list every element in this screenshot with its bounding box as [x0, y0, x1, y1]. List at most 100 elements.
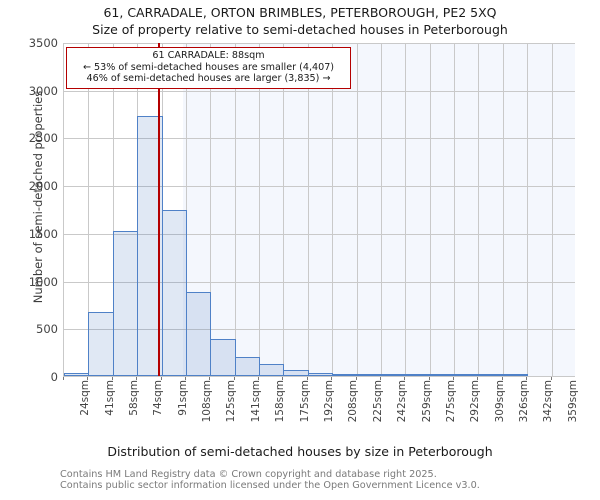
footer-attribution: Contains HM Land Registry data © Crown c…	[60, 469, 590, 491]
gridline-vertical	[502, 43, 504, 376]
gridline-horizontal	[64, 233, 575, 235]
x-axis-tick-label: 41sqm	[103, 380, 116, 416]
plot-area	[63, 43, 575, 377]
chart-title-line-1: 61, CARRADALE, ORTON BRIMBLES, PETERBORO…	[103, 5, 497, 20]
x-axis-tick-labels: 24sqm 41sqm 58sqm 74sqm 91sqm 108sqm 125sqm 141…	[63, 377, 579, 440]
gridline-vertical	[210, 43, 212, 376]
x-axis-tick-mark	[404, 377, 406, 380]
property-marker-line	[157, 43, 160, 376]
x-axis-tick-mark	[379, 377, 381, 380]
x-axis-tick-mark	[331, 377, 333, 380]
footer-line-2: Contains public sector information licen…	[60, 480, 480, 491]
gridline-vertical	[380, 43, 382, 376]
x-axis-tick-label: 292sqm	[469, 380, 482, 423]
y-axis-tick-label: 1000	[28, 274, 58, 289]
x-axis-tick-label: 326sqm	[518, 380, 531, 423]
y-axis-tick-label: 3500	[28, 36, 58, 50]
histogram-bar	[429, 374, 456, 376]
gridline-vertical	[429, 43, 431, 376]
histogram-bar	[185, 292, 212, 376]
x-axis-tick-label: 74sqm	[152, 380, 165, 416]
annotation-larger-text: 46% of semi-detached houses are larger (…	[86, 73, 331, 85]
histogram-bar	[161, 209, 187, 376]
x-axis-tick-label: 175sqm	[298, 380, 311, 423]
gridline-vertical	[478, 43, 480, 376]
gridline-vertical	[259, 43, 261, 376]
histogram-bar	[307, 372, 334, 376]
histogram-bar	[259, 364, 285, 376]
x-axis-tick-mark	[160, 377, 162, 380]
x-axis-tick-label: 192sqm	[323, 380, 335, 423]
x-axis-tick-mark	[355, 377, 357, 380]
x-axis-tick-label: 259sqm	[420, 380, 433, 423]
x-axis-tick-label: 208sqm	[347, 380, 360, 423]
gridline-vertical	[405, 43, 407, 376]
y-axis-tick-label: 500	[36, 322, 58, 337]
gridline-vertical	[527, 43, 529, 376]
annotation-smaller-text: ← 53% of semi-detached houses are smalle…	[82, 61, 335, 73]
y-axis-tick-label: 3000	[28, 83, 58, 98]
y-axis-tick-label: 1500	[28, 226, 58, 241]
chart-title-line-2: Size of property relative to semi-detach…	[92, 22, 508, 37]
gridline-horizontal	[64, 138, 575, 140]
property-annotation-box: 61 CARRADALE: 88sqm ← 53% of semi-detach…	[66, 47, 351, 89]
gridline-horizontal	[64, 90, 575, 92]
x-axis-tick-label: 91sqm	[176, 380, 189, 416]
histogram-bar	[405, 374, 431, 376]
x-axis-tick-label: 24sqm	[79, 380, 92, 416]
x-axis-tick-mark	[428, 377, 430, 380]
histogram-bar	[502, 374, 529, 376]
x-axis-tick-label: 342sqm	[542, 380, 555, 423]
histogram-bar	[88, 311, 114, 376]
x-axis-tick-label: 242sqm	[396, 380, 409, 423]
x-axis-tick-mark	[233, 377, 235, 380]
histogram-bar	[478, 374, 504, 376]
annotation-property-label: 61 CARRADALE: 88sqm	[152, 50, 265, 61]
gridline-vertical	[88, 43, 90, 376]
gridline-vertical	[551, 43, 553, 376]
gridline-vertical	[356, 43, 358, 376]
gridline-vertical	[454, 43, 456, 376]
histogram-bar	[283, 369, 309, 376]
y-axis-tick-labels: 0 500 1000 1500 2000 2500 3000 3500	[0, 36, 58, 384]
x-axis-tick-mark	[526, 377, 528, 380]
gridline-horizontal	[64, 43, 575, 44]
x-axis-tick-mark	[501, 377, 503, 380]
histogram-bar	[112, 230, 139, 376]
histogram-bar	[234, 357, 261, 376]
x-axis-tick-mark	[477, 377, 479, 380]
x-axis-tick-mark	[306, 377, 308, 380]
gridline-vertical	[185, 43, 187, 376]
gridline-vertical	[234, 43, 236, 376]
gridline-vertical	[307, 43, 309, 376]
x-axis-tick-label: 225sqm	[371, 380, 384, 423]
x-axis-tick-mark	[550, 377, 552, 380]
x-axis-tick-mark	[184, 377, 186, 380]
histogram-bar	[332, 374, 358, 376]
histogram-bar	[210, 339, 236, 376]
x-axis-tick-label: 58sqm	[127, 380, 140, 416]
y-axis-tick-label: 2000	[28, 179, 58, 194]
x-axis-tick-mark	[63, 377, 64, 380]
footer-line-1: Contains HM Land Registry data © Crown c…	[60, 469, 437, 480]
gridline-horizontal	[64, 329, 575, 331]
y-axis-title: Number of semi-detached properties	[31, 90, 45, 304]
histogram-bar	[454, 374, 480, 376]
gridline-vertical	[332, 43, 334, 376]
x-axis-tick-label: 108sqm	[201, 380, 214, 423]
gridline-horizontal	[64, 281, 575, 283]
y-axis-tick-label: 2500	[28, 131, 58, 146]
histogram-bar	[64, 373, 90, 376]
histogram-bar	[380, 374, 407, 376]
x-axis-tick-mark	[87, 377, 89, 380]
x-axis-tick-label: 141sqm	[249, 380, 262, 423]
x-axis-tick-mark	[111, 377, 113, 380]
y-axis-tick-label: 0	[50, 370, 58, 384]
gridline-horizontal	[64, 186, 575, 188]
x-axis-tick-label: 158sqm	[274, 380, 287, 423]
histogram-bar	[356, 374, 382, 376]
gridline-vertical	[283, 43, 285, 376]
x-axis-tick-label: 309sqm	[493, 380, 506, 423]
x-axis-tick-mark	[282, 377, 284, 380]
